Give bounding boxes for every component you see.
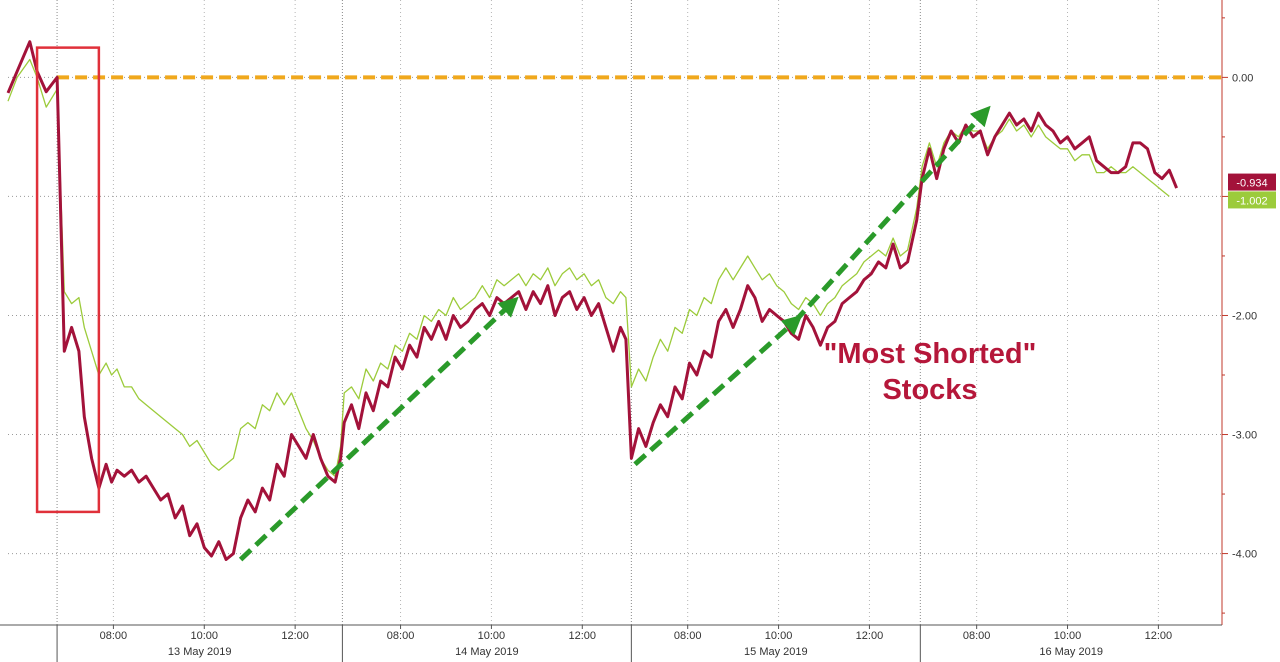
trend-arrow [793, 105, 991, 324]
x-time-label: 12:00 [1145, 630, 1173, 642]
last-value-label-green: -1.002 [1236, 195, 1267, 207]
x-time-label: 12:00 [569, 630, 597, 642]
comparison-series-line [7, 58, 1170, 477]
x-time-label: 10:00 [765, 630, 793, 642]
annotation-line-1: "Most Shorted" [824, 338, 1037, 370]
x-time-label: 08:00 [100, 630, 128, 642]
last-value-badge-red [1228, 173, 1276, 191]
y-tick-label: -3.00 [1232, 430, 1257, 442]
y-tick-label: 0.00 [1232, 72, 1253, 84]
x-day-label: 16 May 2019 [1039, 646, 1103, 658]
x-time-label: 08:00 [387, 630, 415, 642]
x-time-label: 10:00 [478, 630, 506, 642]
series-layer [6, 40, 1178, 561]
x-time-label: 10:00 [1054, 630, 1082, 642]
y-tick-label: -2.00 [1232, 310, 1257, 322]
x-time-label: 10:00 [191, 630, 219, 642]
last-value-label-red: -0.934 [1236, 178, 1267, 190]
trend-arrow [238, 296, 519, 562]
x-time-label: 08:00 [674, 630, 702, 642]
x-time-label: 12:00 [856, 630, 884, 642]
trend-arrows-layer [238, 105, 991, 562]
last-value-badge-green [1228, 191, 1276, 209]
x-day-label: 13 May 2019 [168, 646, 232, 658]
x-time-label: 12:00 [281, 630, 309, 642]
highlight-box [35, 46, 101, 514]
y-tick-label: -4.00 [1232, 549, 1257, 561]
highlight-box-layer [35, 46, 101, 514]
annotation-line-2: Stocks [882, 374, 977, 406]
x-time-label: 08:00 [963, 630, 991, 642]
x-day-label: 15 May 2019 [744, 646, 808, 658]
x-day-label: 14 May 2019 [455, 646, 519, 658]
grid [8, 0, 1222, 625]
trend-arrow [633, 314, 803, 467]
most-shorted-series-line [6, 40, 1178, 561]
labels: "Most Shorted" Stocks -1.002 -0.934 [824, 173, 1276, 406]
